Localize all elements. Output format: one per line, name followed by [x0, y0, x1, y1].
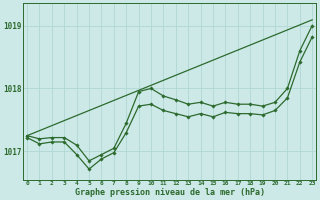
X-axis label: Graphe pression niveau de la mer (hPa): Graphe pression niveau de la mer (hPa) — [75, 188, 265, 197]
